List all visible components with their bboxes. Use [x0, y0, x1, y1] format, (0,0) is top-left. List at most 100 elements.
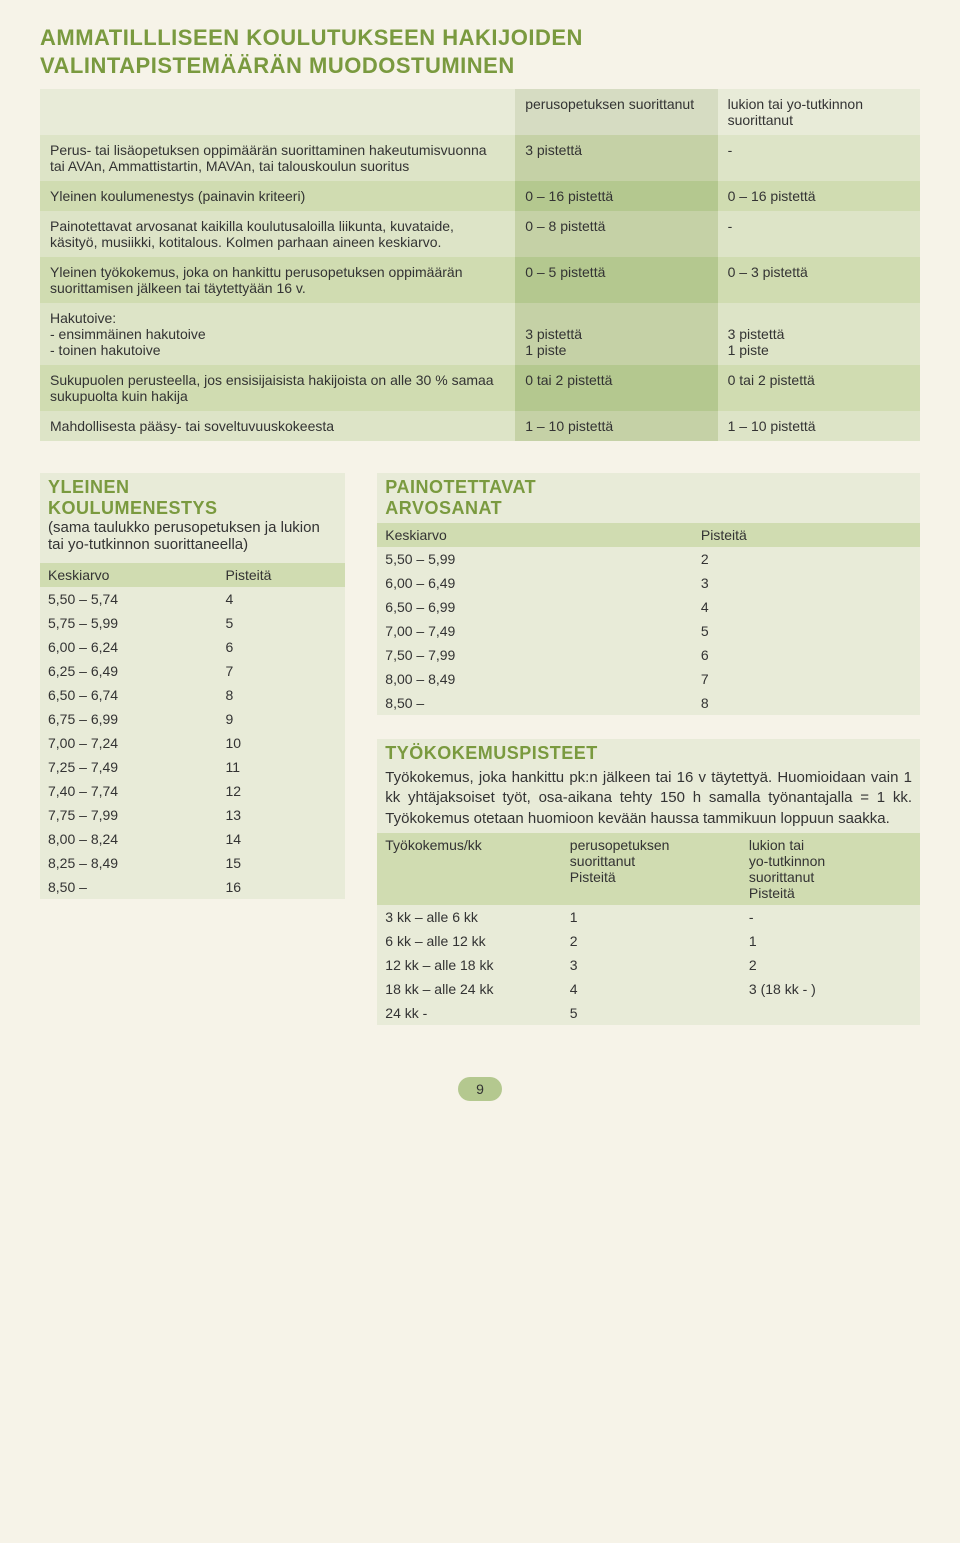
yleinen-subtitle: (sama taulukko perusopetuksen ja lukion … — [48, 519, 337, 553]
cell: 8,50 – — [377, 691, 693, 715]
table-row: 7,50 – 7,996 — [377, 643, 920, 667]
cell: 6 — [693, 643, 920, 667]
table-row: 6,25 – 6,497 — [40, 659, 345, 683]
cell: 7,75 – 7,99 — [40, 803, 218, 827]
cell: 3 kk – alle 6 kk — [377, 905, 562, 929]
tyko-head-a: perusopetuksen suorittanut Pisteitä — [562, 833, 741, 905]
cell: 16 — [218, 875, 346, 899]
cell: 7 — [218, 659, 346, 683]
table-row: 6,75 – 6,999 — [40, 707, 345, 731]
cell — [741, 1001, 920, 1025]
row-sublabel: - toinen hakutoive — [50, 342, 505, 358]
row-value-b: 0 tai 2 pistettä — [718, 365, 920, 411]
cell: 8 — [218, 683, 346, 707]
tyko-para: Työkokemus, joka hankittu pk:n jälkeen t… — [385, 768, 912, 829]
header-col-2: lukion tai yo-tutkinnon suorittanut — [718, 89, 920, 135]
table-row: Mahdollisesta pääsy- tai soveltuvuuskoke… — [40, 411, 920, 441]
cell: 4 — [693, 595, 920, 619]
cell: 7,25 – 7,49 — [40, 755, 218, 779]
cell: 10 — [218, 731, 346, 755]
cell: 24 kk - — [377, 1001, 562, 1025]
row-value-b: - — [718, 211, 920, 257]
yleinen-title: YLEINEN KOULUMENESTYS — [48, 477, 337, 519]
cell: 4 — [562, 977, 741, 1001]
tyokokemus-box: TYÖKOKEMUSPISTEET Työkokemus, joka hanki… — [377, 739, 920, 1025]
cell: 1 — [741, 929, 920, 953]
header-row: perusopetuksen suorittanut lukion tai yo… — [40, 89, 920, 135]
cell: 18 kk – alle 24 kk — [377, 977, 562, 1001]
cell: 11 — [218, 755, 346, 779]
cell: 7 — [693, 667, 920, 691]
row-sublabel: - ensimmäinen hakutoive — [50, 326, 505, 342]
cell: 2 — [693, 547, 920, 571]
cell: - — [741, 905, 920, 929]
cell: 5,75 – 5,99 — [40, 611, 218, 635]
cell: 6 — [218, 635, 346, 659]
title-line-1: AMMATILLLISEEN KOULUTUKSEEN HAKIJOIDEN — [40, 25, 583, 50]
row-value-b: 0 – 3 pistettä — [718, 257, 920, 303]
main-table: perusopetuksen suorittanut lukion tai yo… — [40, 89, 920, 441]
cell: 3 (18 kk - ) — [741, 977, 920, 1001]
row-value-a: 0 tai 2 pistettä — [515, 365, 717, 411]
paino-head-a: Keskiarvo — [377, 523, 693, 547]
row-value-a: 1 piste — [525, 342, 707, 358]
row-label: Mahdollisesta pääsy- tai soveltuvuuskoke… — [40, 411, 515, 441]
table-row: 8,25 – 8,4915 — [40, 851, 345, 875]
table-row: 7,00 – 7,2410 — [40, 731, 345, 755]
cell: 7,40 – 7,74 — [40, 779, 218, 803]
tyko-title: TYÖKOKEMUSPISTEET — [385, 743, 912, 764]
cell: 13 — [218, 803, 346, 827]
cell: 3 — [562, 953, 741, 977]
cell: 3 — [693, 571, 920, 595]
table-row: 8,00 – 8,497 — [377, 667, 920, 691]
cell: 12 kk – alle 18 kk — [377, 953, 562, 977]
cell: 15 — [218, 851, 346, 875]
table-row: 5,75 – 5,995 — [40, 611, 345, 635]
row-value-a: 0 – 5 pistettä — [515, 257, 717, 303]
table-row: 7,40 – 7,7412 — [40, 779, 345, 803]
row-value-a: 0 – 8 pistettä — [515, 211, 717, 257]
table-row: Sukupuolen perusteella, jos ensisijaisis… — [40, 365, 920, 411]
table-row: 6,00 – 6,493 — [377, 571, 920, 595]
cell: 12 — [218, 779, 346, 803]
cell: 6,50 – 6,99 — [377, 595, 693, 619]
page-title: AMMATILLLISEEN KOULUTUKSEEN HAKIJOIDEN V… — [40, 24, 920, 79]
cell: 9 — [218, 707, 346, 731]
table-row: 24 kk -5 — [377, 1001, 920, 1025]
row-value-a: 3 pistettä — [515, 135, 717, 181]
cell: 7,00 – 7,49 — [377, 619, 693, 643]
row-label: Yleinen koulumenestys (painavin kriteeri… — [40, 181, 515, 211]
table-row: 3 kk – alle 6 kk1- — [377, 905, 920, 929]
cell: 8,25 – 8,49 — [40, 851, 218, 875]
table-row: Yleinen koulumenestys (painavin kriteeri… — [40, 181, 920, 211]
tyko-head-label: Työkokemus/kk — [377, 833, 562, 905]
tyko-head-b: lukion tai yo-tutkinnon suorittanut Pist… — [741, 833, 920, 905]
title-line-2: VALINTAPISTEMÄÄRÄN MUODOSTUMINEN — [40, 53, 515, 78]
cell: 5 — [218, 611, 346, 635]
page-number: 9 — [458, 1077, 502, 1101]
table-row: 6 kk – alle 12 kk21 — [377, 929, 920, 953]
row-label: Painotettavat arvosanat kaikilla koulutu… — [40, 211, 515, 257]
yleinen-head-b: Pisteitä — [218, 563, 346, 587]
cell: 6,25 – 6,49 — [40, 659, 218, 683]
table-row: 8,50 –8 — [377, 691, 920, 715]
table-row: 5,50 – 5,744 — [40, 587, 345, 611]
table-row: 7,75 – 7,9913 — [40, 803, 345, 827]
cell: 8,00 – 8,49 — [377, 667, 693, 691]
cell: 8,00 – 8,24 — [40, 827, 218, 851]
table-row: Yleinen työkokemus, joka on hankittu per… — [40, 257, 920, 303]
cell: 6 kk – alle 12 kk — [377, 929, 562, 953]
cell: 7,00 – 7,24 — [40, 731, 218, 755]
cell: 7,50 – 7,99 — [377, 643, 693, 667]
cell: 2 — [741, 953, 920, 977]
row-value-b: 3 pistettä — [728, 326, 910, 342]
row-value-a: 3 pistettä — [525, 326, 707, 342]
cell: 1 — [562, 905, 741, 929]
yleinen-box: YLEINEN KOULUMENESTYS (sama taulukko per… — [40, 473, 345, 899]
table-row: 8,00 – 8,2414 — [40, 827, 345, 851]
table-row: 5,50 – 5,992 — [377, 547, 920, 571]
cell: 5 — [693, 619, 920, 643]
cell: 6,75 – 6,99 — [40, 707, 218, 731]
table-row: 18 kk – alle 24 kk43 (18 kk - ) — [377, 977, 920, 1001]
table-row: 12 kk – alle 18 kk32 — [377, 953, 920, 977]
